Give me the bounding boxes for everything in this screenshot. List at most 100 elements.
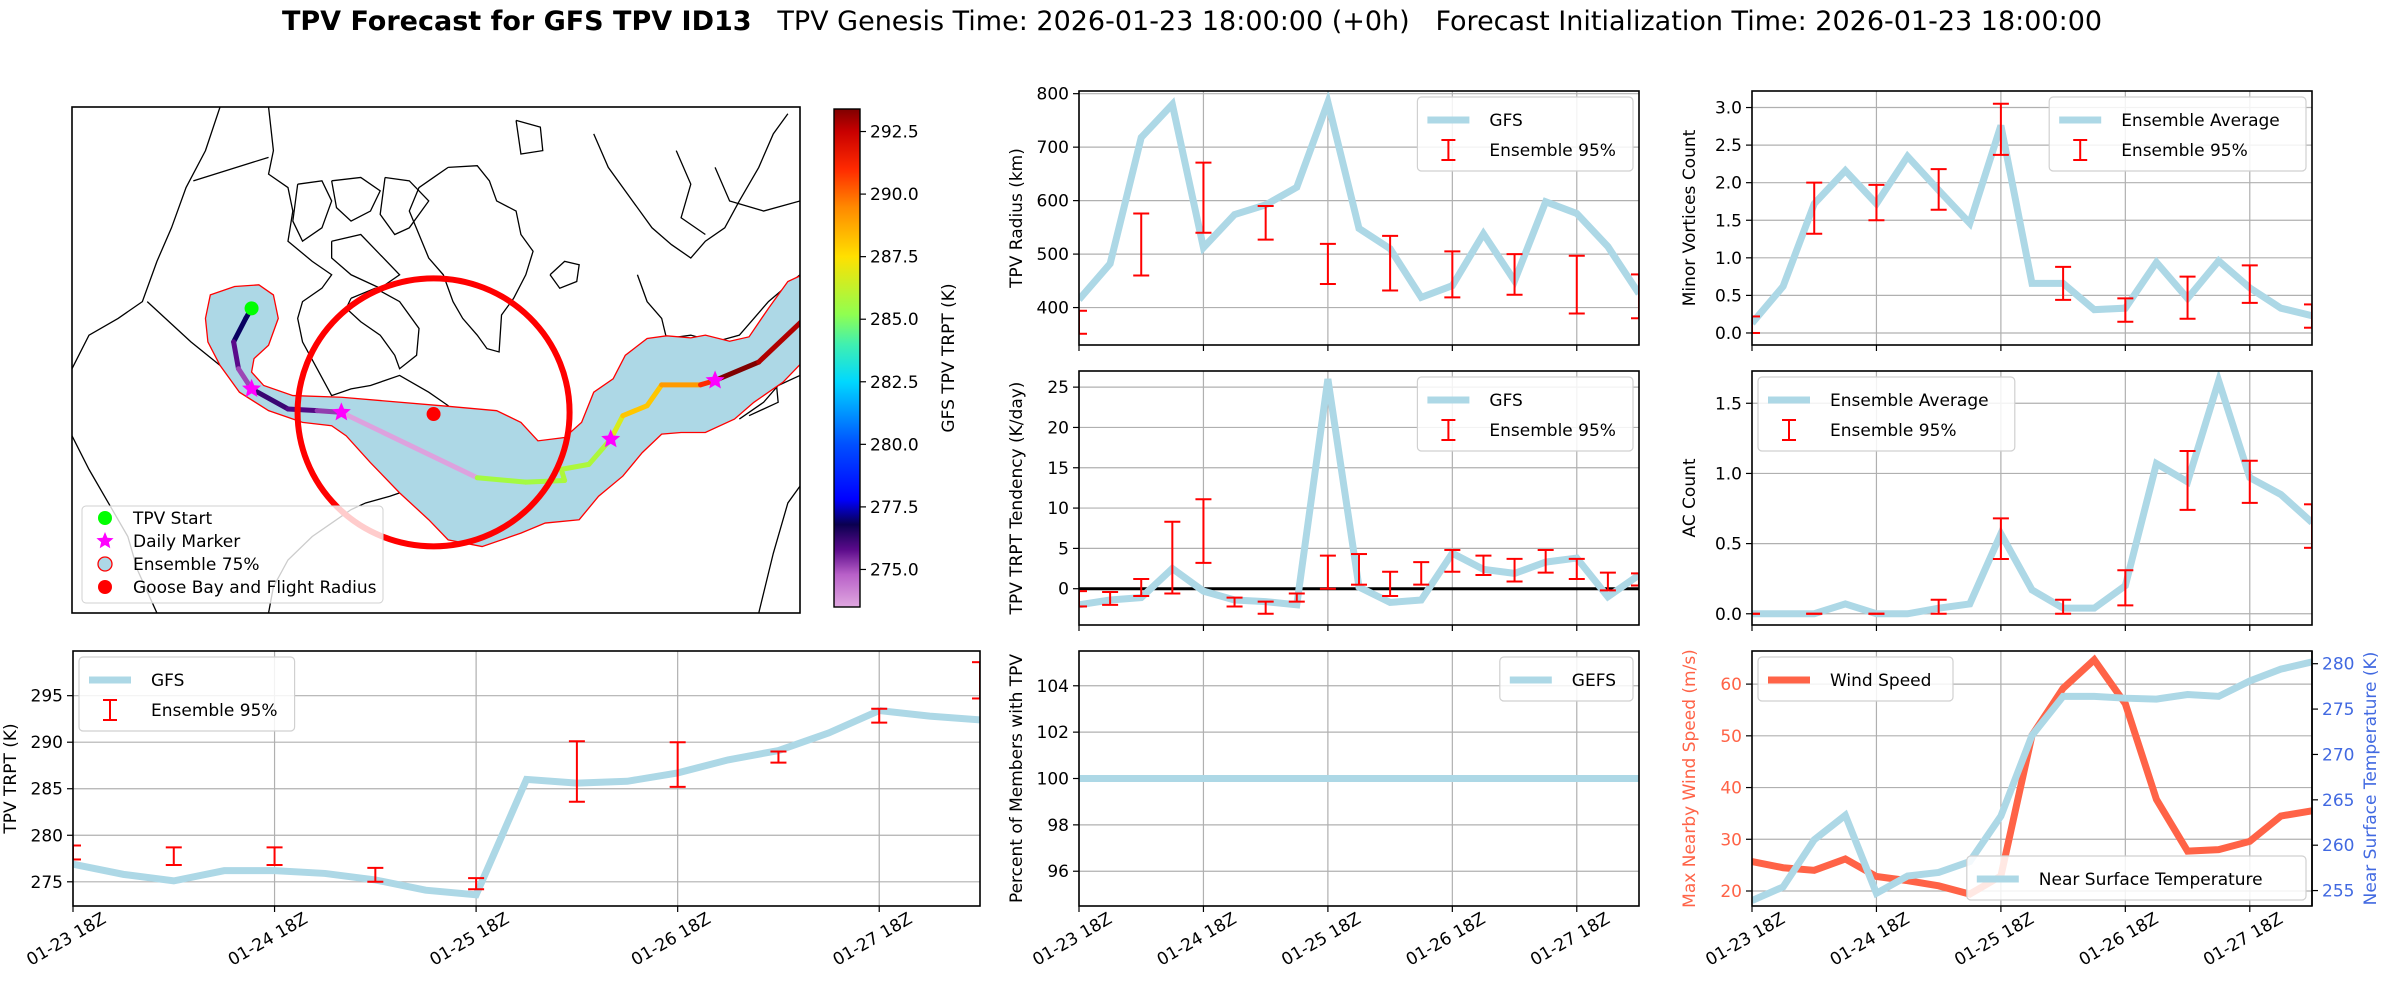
errorbar bbox=[1930, 598, 1947, 615]
legend-label: GFS bbox=[151, 671, 184, 691]
y-tick-label: 295 bbox=[31, 687, 63, 707]
coastline bbox=[379, 176, 430, 236]
track-segment bbox=[523, 477, 568, 485]
map-legend-label: Ensemble 75% bbox=[133, 555, 260, 575]
coastline bbox=[714, 167, 800, 212]
chart-trpt: 275 280 285 290 295 TPV TRPT (K) 01-23 18Z 01-2… bbox=[1, 650, 981, 970]
x-tick-label: 01-24 18Z bbox=[1827, 909, 1913, 970]
y2-tick-label: 260 bbox=[2322, 836, 2354, 856]
errorbar bbox=[1568, 557, 1585, 581]
legend: GFS Ensemble 95% bbox=[1416, 96, 1634, 172]
errorbar bbox=[1195, 498, 1212, 564]
legend-label: GFS bbox=[1489, 111, 1522, 131]
errorbar bbox=[2304, 303, 2312, 329]
errorbar bbox=[2241, 264, 2258, 304]
y-tick-label: 280 bbox=[31, 826, 63, 846]
legend-frame bbox=[1966, 855, 2307, 901]
legend-label: GFS bbox=[1489, 391, 1522, 411]
colorbar-tick-label: 282.5 bbox=[870, 373, 919, 393]
colorbar-tick-label: 275.0 bbox=[870, 560, 919, 580]
y2-tick-label: 270 bbox=[2322, 745, 2354, 765]
errorbar bbox=[165, 846, 182, 867]
errorbar bbox=[1079, 309, 1087, 335]
legend-ring-icon bbox=[97, 556, 113, 572]
x-tick-label: 01-24 18Z bbox=[225, 909, 311, 970]
series-line-gfs bbox=[1079, 91, 1639, 302]
errorbar bbox=[2117, 569, 2134, 607]
chart-percent: 96 98 100 102 104 Percent of Members with TPV… bbox=[1007, 650, 1640, 970]
errorbar bbox=[1992, 517, 2009, 561]
plot-area bbox=[1079, 91, 1639, 335]
errorbar bbox=[2055, 265, 2072, 301]
legend-errorbar-swatch bbox=[1782, 419, 1796, 441]
errorbar bbox=[1319, 242, 1336, 286]
track-segment bbox=[756, 319, 800, 365]
chart-radius: 400 500 600 700 800 TPV Radius (km) GFS Ensembl… bbox=[1007, 85, 1640, 351]
ensemble-75-region bbox=[204, 275, 800, 548]
legend-circle-icon bbox=[98, 511, 112, 525]
chart-tendency: 0 5 10 15 20 25 TPV TRPT Tendency (K/day) GFS En… bbox=[1007, 370, 1640, 631]
coastline bbox=[593, 113, 789, 259]
daily-marker-star-icon bbox=[705, 370, 725, 389]
y-tick-label: 800 bbox=[1037, 85, 1069, 105]
errorbar bbox=[1868, 183, 1885, 222]
track-segment bbox=[249, 386, 291, 412]
track-segment bbox=[338, 409, 480, 481]
errorbar bbox=[1226, 596, 1243, 608]
errorbar bbox=[1319, 554, 1336, 590]
track-segment bbox=[231, 315, 249, 345]
errorbar bbox=[1537, 549, 1554, 574]
y-tick-label: 3.0 bbox=[1715, 99, 1742, 119]
errorbar bbox=[972, 661, 980, 700]
errorbar bbox=[1930, 168, 1947, 211]
legend-star-icon bbox=[96, 532, 114, 549]
x-tick-label: 01-25 18Z bbox=[1951, 909, 2037, 970]
errorbar bbox=[2055, 598, 2072, 615]
coastline bbox=[193, 156, 269, 182]
track-segment bbox=[620, 403, 650, 419]
track-segment bbox=[558, 461, 592, 472]
title-init-time: Forecast Initialization Time: 2026-01-23… bbox=[1435, 6, 2103, 37]
legend-label: Near Surface Temperature bbox=[2039, 870, 2263, 890]
map-legend: TPV Start Daily Marker Ensemble 75% Goose B… bbox=[81, 505, 384, 604]
x-tick-label: 01-25 18Z bbox=[426, 909, 512, 970]
errorbar bbox=[266, 846, 283, 867]
legend-frame bbox=[1416, 96, 1634, 172]
colorbar-tick-label: 277.5 bbox=[870, 498, 919, 518]
legend-frame bbox=[1757, 656, 1954, 702]
colorbar-tick-label: 280.0 bbox=[870, 435, 919, 455]
y-tick-label: 290 bbox=[31, 733, 63, 753]
y-tick-label: 600 bbox=[1037, 192, 1069, 212]
errorbar bbox=[1164, 520, 1181, 595]
coastline bbox=[549, 260, 580, 289]
x-tick-label: 01-27 18Z bbox=[830, 909, 916, 970]
y-tick-label: 285 bbox=[31, 780, 63, 800]
y-tick-label: 0 bbox=[1058, 580, 1069, 600]
y-axis-label: TPV TRPT Tendency (K/day) bbox=[1007, 382, 1027, 616]
errorbar bbox=[1288, 592, 1305, 603]
y2-tick-label: 280 bbox=[2322, 655, 2354, 675]
y-tick-label: 60 bbox=[1720, 675, 1742, 695]
errorbar bbox=[468, 877, 485, 891]
y-tick-label: 500 bbox=[1037, 245, 1069, 265]
y-tick-label: 102 bbox=[1037, 723, 1069, 743]
y-axis-label: TPV TRPT (K) bbox=[1, 723, 21, 834]
y-tick-label: 96 bbox=[1047, 862, 1069, 882]
legend-label: Wind Speed bbox=[1830, 671, 1931, 691]
y2-axis-label: Near Surface Temperature (K) bbox=[2361, 652, 2381, 906]
errorbar bbox=[2241, 459, 2258, 504]
legend-label: GEFS bbox=[1572, 671, 1616, 691]
coastline bbox=[331, 176, 382, 222]
errorbar bbox=[1475, 554, 1492, 577]
coastline bbox=[758, 485, 800, 613]
legend-frame bbox=[1757, 376, 2016, 452]
legend-errorbar-swatch bbox=[1441, 419, 1456, 441]
y-axis-label: Minor Vortices Count bbox=[1680, 129, 1700, 306]
errorbar bbox=[1102, 590, 1119, 606]
series-line-near-surface-temperature bbox=[1752, 658, 2312, 904]
errorbar bbox=[669, 741, 686, 788]
errorbar bbox=[1195, 161, 1212, 234]
x-tick-label: 01-24 18Z bbox=[1154, 909, 1240, 970]
legend-circle-icon bbox=[98, 580, 112, 594]
errorbar bbox=[1506, 557, 1523, 583]
